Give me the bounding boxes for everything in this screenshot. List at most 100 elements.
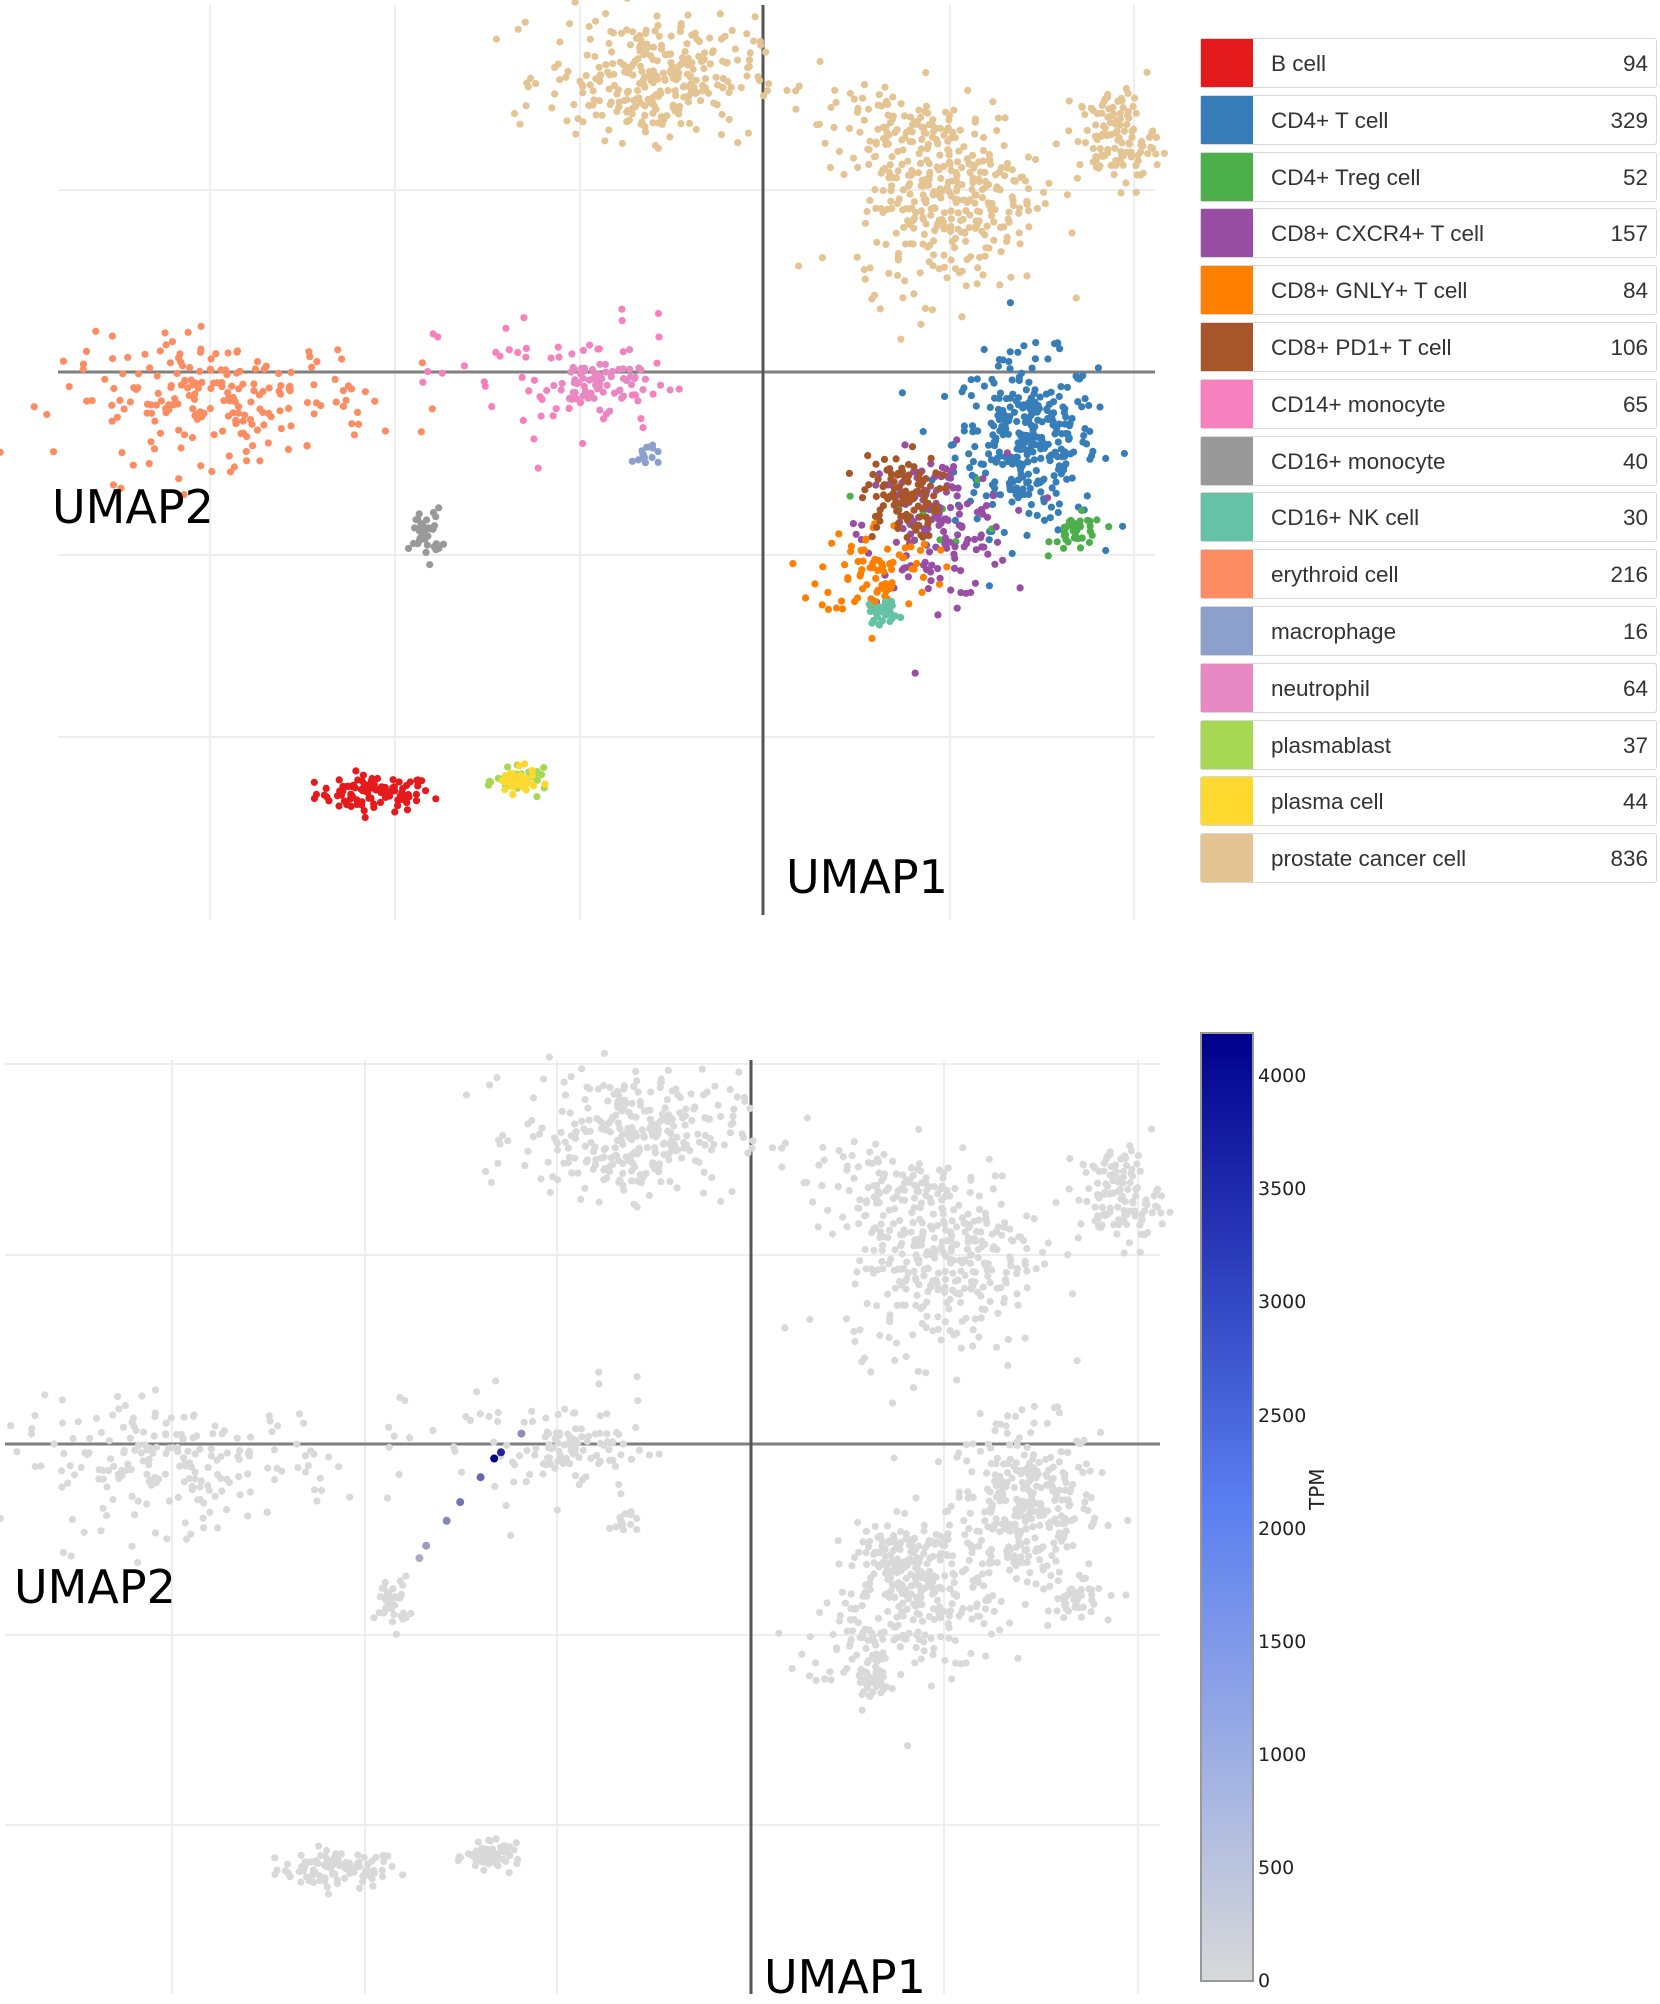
legend-item[interactable]: CD14+ monocyte 65 <box>1200 378 1657 429</box>
data-point <box>1040 1511 1048 1519</box>
data-point <box>226 468 235 476</box>
data-point <box>1073 1357 1081 1365</box>
data-point <box>1082 1168 1090 1177</box>
data-point <box>594 1085 603 1093</box>
data-point <box>376 798 385 807</box>
data-point <box>576 399 585 407</box>
data-point <box>608 48 616 56</box>
data-point <box>673 1184 681 1192</box>
data-point <box>1134 1152 1143 1160</box>
data-point <box>792 87 800 95</box>
data-point <box>927 211 935 219</box>
data-point <box>923 1248 932 1256</box>
y-axis-label: UMAP2 <box>14 1560 176 1614</box>
data-point <box>41 1391 49 1399</box>
legend-item[interactable]: CD8+ GNLY+ T cell 84 <box>1200 265 1657 316</box>
legend-item[interactable]: CD4+ Treg cell 52 <box>1200 151 1657 202</box>
data-point <box>956 126 964 134</box>
legend-item[interactable]: CD8+ CXCR4+ T cell 157 <box>1200 208 1657 259</box>
data-point <box>1080 1505 1088 1513</box>
data-point <box>606 1162 615 1170</box>
data-point <box>1018 1406 1026 1414</box>
data-point <box>907 1228 915 1236</box>
data-point <box>919 428 927 436</box>
legend-item[interactable]: erythroid cell 216 <box>1200 549 1657 600</box>
data-point <box>1001 172 1009 180</box>
data-point <box>934 1190 942 1198</box>
data-point <box>994 1309 1002 1317</box>
data-point <box>522 344 531 352</box>
data-point <box>921 558 929 567</box>
data-point <box>476 1849 484 1857</box>
data-point <box>191 379 200 387</box>
data-point <box>1024 153 1032 161</box>
legend-item[interactable]: prostate cancer cell 836 <box>1200 833 1657 884</box>
data-point <box>981 1305 989 1314</box>
data-point <box>335 1463 343 1471</box>
data-point <box>1053 1607 1061 1615</box>
data-point <box>1006 348 1014 356</box>
data-point <box>941 1288 949 1296</box>
data-point <box>439 540 448 548</box>
legend-item[interactable]: plasmablast 37 <box>1200 719 1657 770</box>
data-point <box>898 1250 906 1258</box>
data-point <box>889 1157 897 1165</box>
data-point <box>190 1411 198 1419</box>
data-point <box>1017 173 1025 181</box>
data-point <box>655 32 663 40</box>
data-point <box>627 381 636 389</box>
legend-item[interactable]: CD16+ monocyte 40 <box>1200 435 1657 486</box>
data-point <box>846 492 854 500</box>
data-point <box>960 384 968 392</box>
data-point <box>945 147 953 155</box>
data-point <box>552 405 560 413</box>
data-point <box>400 796 408 804</box>
data-point <box>658 1110 667 1118</box>
data-point <box>1008 376 1016 384</box>
legend-item[interactable]: plasma cell 44 <box>1200 776 1657 827</box>
data-point <box>835 1560 843 1568</box>
data-point <box>375 1609 383 1617</box>
legend-item[interactable]: CD4+ T cell 329 <box>1200 94 1657 145</box>
data-point <box>1060 1614 1068 1622</box>
data-point <box>581 1096 589 1104</box>
data-point <box>1079 1603 1087 1611</box>
data-point <box>824 588 832 597</box>
legend-item[interactable]: macrophage 16 <box>1200 605 1657 656</box>
data-point <box>993 1343 1001 1351</box>
data-point <box>953 1329 961 1337</box>
data-point <box>919 1617 927 1625</box>
data-point <box>906 190 914 198</box>
data-point <box>878 102 886 110</box>
data-point <box>200 1524 208 1532</box>
data-point <box>1062 430 1070 438</box>
data-point <box>647 73 655 81</box>
data-point <box>892 1339 901 1347</box>
data-point <box>953 436 961 444</box>
data-point <box>967 160 975 169</box>
data-point <box>596 360 604 368</box>
data-point <box>1053 425 1061 433</box>
legend-item[interactable]: CD8+ PD1+ T cell 106 <box>1200 321 1657 372</box>
data-point <box>610 81 619 89</box>
legend-item[interactable]: neutrophil 64 <box>1200 662 1657 713</box>
data-point <box>7 1422 15 1430</box>
data-point <box>929 1552 937 1560</box>
legend-item[interactable]: B cell 94 <box>1200 38 1657 88</box>
data-point <box>1006 403 1014 411</box>
data-point <box>304 1462 312 1470</box>
data-point <box>648 1119 656 1128</box>
legend-item[interactable]: CD16+ NK cell 30 <box>1200 492 1657 543</box>
data-point <box>659 69 668 77</box>
data-point <box>493 1074 501 1082</box>
data-point <box>867 1265 876 1273</box>
data-point <box>1000 223 1008 231</box>
data-point <box>934 1313 942 1321</box>
data-point <box>363 1864 371 1872</box>
data-point <box>818 254 827 262</box>
data-point <box>162 341 170 349</box>
data-point <box>1075 519 1083 528</box>
data-point <box>795 262 803 270</box>
data-point <box>901 1179 909 1187</box>
data-point <box>620 1085 628 1093</box>
